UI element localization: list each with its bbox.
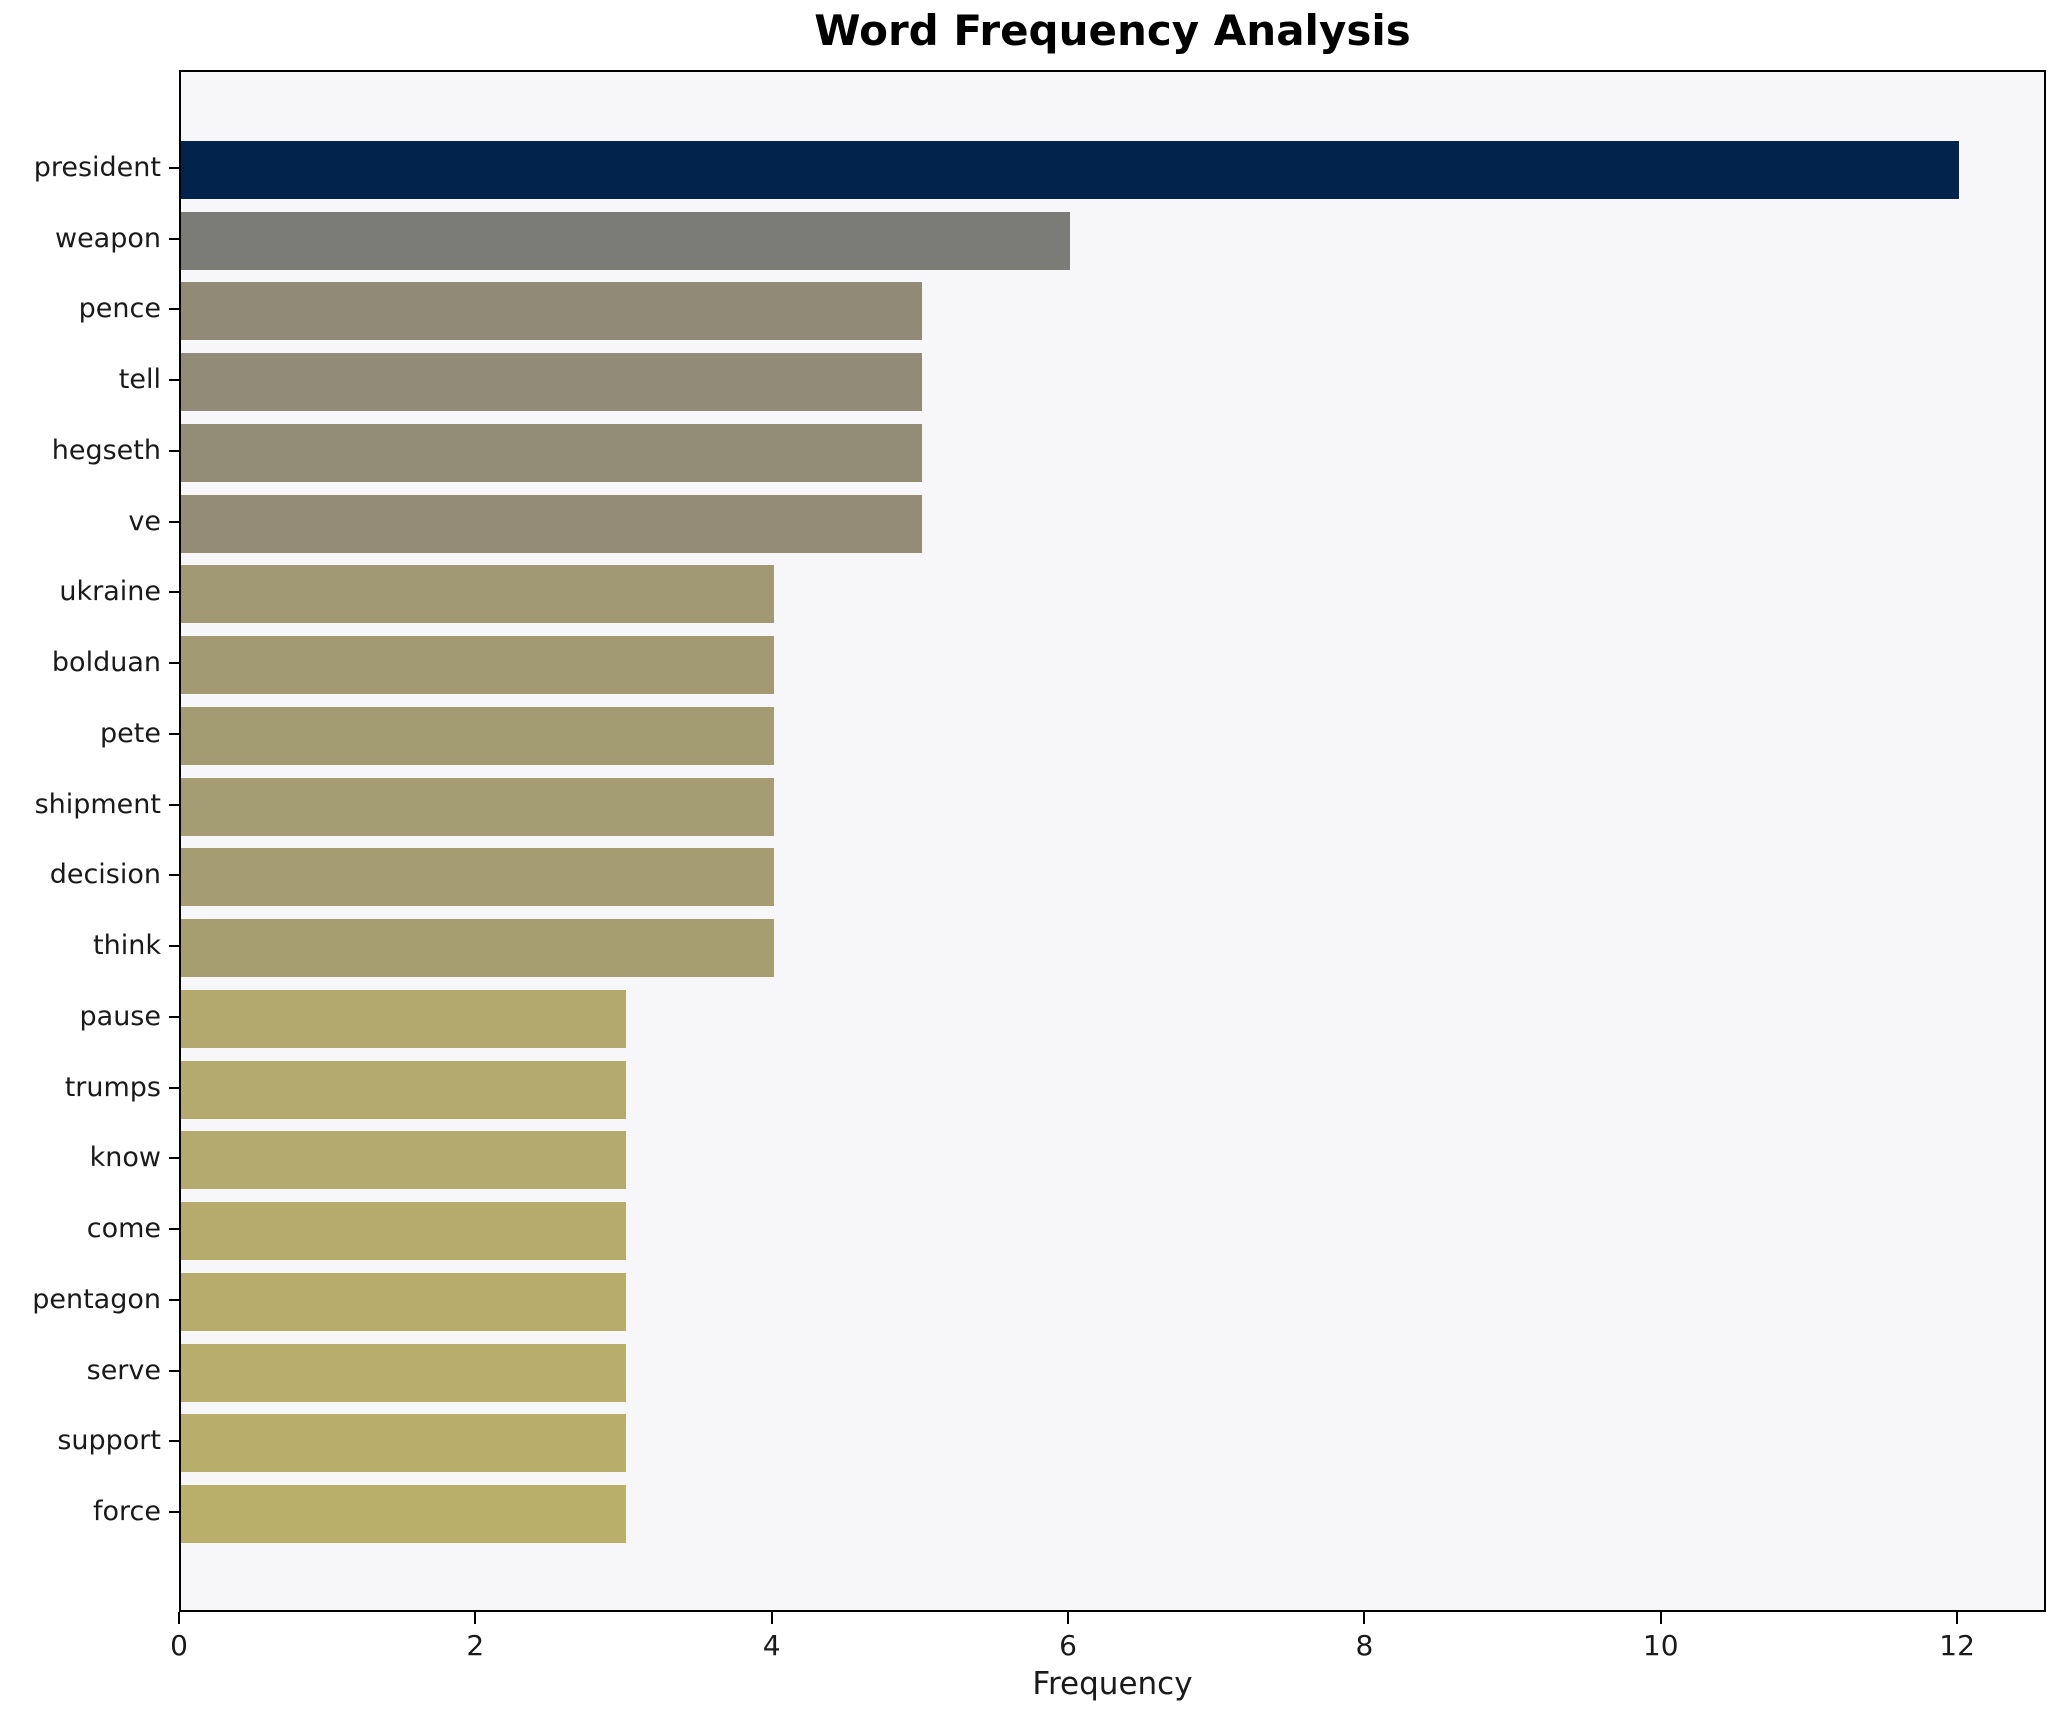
y-tick-mark [169, 1440, 179, 1443]
y-tick-mark [169, 874, 179, 877]
x-tick-label-12: 12 [1939, 1629, 1975, 1662]
x-tick-label-6: 6 [1059, 1629, 1077, 1662]
y-tick-label-ukraine: ukraine [59, 576, 161, 608]
y-tick-label-pence: pence [78, 293, 161, 325]
y-tick-label-pentagon: pentagon [32, 1283, 161, 1315]
bar-ve [181, 494, 922, 553]
y-tick-mark [169, 803, 179, 806]
bar-pause [181, 989, 626, 1048]
x-tick-mark [1363, 1612, 1366, 1624]
y-tick-mark [169, 520, 179, 523]
plot-area [179, 70, 2046, 1612]
bar-bolduan [181, 636, 774, 695]
y-tick-label-decision: decision [49, 859, 161, 891]
bar-serve [181, 1343, 626, 1402]
x-tick-mark [770, 1612, 773, 1624]
bar-force [181, 1485, 626, 1544]
y-tick-label-come: come [86, 1213, 161, 1245]
y-tick-mark [169, 1511, 179, 1514]
y-tick-mark [169, 732, 179, 735]
bar-pete [181, 706, 774, 765]
y-tick-mark [169, 1015, 179, 1018]
y-tick-mark [169, 308, 179, 311]
bar-think [181, 919, 774, 978]
y-tick-mark [169, 449, 179, 452]
y-tick-label-know: know [89, 1142, 161, 1174]
y-tick-mark [169, 1086, 179, 1089]
x-tick-label-4: 4 [762, 1629, 781, 1662]
x-axis-title: Frequency [1032, 1666, 1193, 1702]
y-tick-label-think: think [93, 930, 161, 962]
bar-pentagon [181, 1272, 626, 1331]
y-tick-mark [169, 167, 179, 169]
x-tick-label-2: 2 [466, 1629, 485, 1662]
y-tick-label-weapon: weapon [54, 222, 161, 254]
y-tick-label-pause: pause [79, 1000, 161, 1032]
x-tick-mark [474, 1612, 477, 1624]
bar-trumps [181, 1060, 626, 1119]
bar-decision [181, 848, 774, 907]
bar-ukraine [181, 565, 774, 624]
x-tick-label-10: 10 [1642, 1629, 1679, 1662]
y-tick-label-bolduan: bolduan [51, 647, 161, 679]
y-tick-label-hegseth: hegseth [51, 434, 161, 466]
x-tick-mark [1956, 1612, 1959, 1624]
bar-tell [181, 353, 922, 412]
y-tick-label-shipment: shipment [34, 788, 161, 820]
y-tick-mark [169, 1369, 179, 1372]
y-tick-mark [169, 1228, 179, 1231]
y-tick-label-trumps: trumps [64, 1071, 161, 1103]
y-tick-mark [169, 591, 179, 594]
y-tick-label-ve: ve [128, 505, 161, 537]
y-tick-label-pete: pete [100, 717, 161, 749]
x-tick-mark [178, 1612, 180, 1624]
y-tick-mark [169, 379, 179, 382]
chart-title: Word Frequency Analysis [814, 6, 1411, 55]
x-tick-label-0: 0 [170, 1629, 188, 1662]
y-tick-mark [169, 945, 179, 948]
x-tick-mark [1659, 1612, 1662, 1624]
bar-know [181, 1131, 626, 1190]
x-tick-mark [1067, 1612, 1070, 1624]
bar-shipment [181, 777, 774, 836]
bar-support [181, 1414, 626, 1473]
y-tick-label-support: support [57, 1425, 161, 1457]
y-tick-mark [169, 1298, 179, 1301]
y-tick-mark [169, 1157, 179, 1160]
bar-come [181, 1202, 626, 1261]
x-tick-label-8: 8 [1355, 1629, 1374, 1662]
bar-weapon [181, 211, 1071, 270]
y-tick-mark [169, 662, 179, 665]
y-tick-label-serve: serve [86, 1354, 161, 1386]
bar-president [181, 141, 1960, 199]
bar-hegseth [181, 423, 922, 482]
y-tick-mark [169, 237, 179, 240]
y-tick-label-tell: tell [118, 364, 161, 396]
y-tick-label-president: president [33, 152, 161, 183]
y-tick-label-force: force [93, 1496, 161, 1528]
bar-pence [181, 282, 922, 341]
